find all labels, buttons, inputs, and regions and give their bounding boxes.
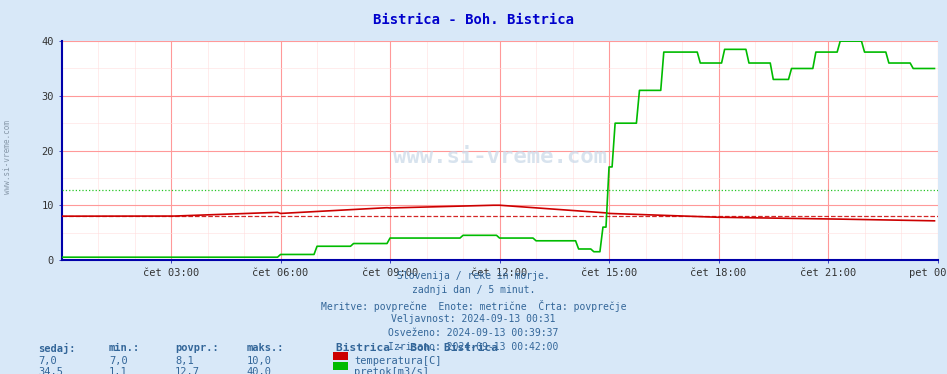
Text: 34,5: 34,5 <box>38 367 63 374</box>
Text: maks.:: maks.: <box>246 343 284 353</box>
Text: 8,1: 8,1 <box>175 356 194 366</box>
Text: Izrisano: 2024-09-13 00:42:00: Izrisano: 2024-09-13 00:42:00 <box>388 342 559 352</box>
Text: temperatura[C]: temperatura[C] <box>354 356 441 366</box>
Text: 12,7: 12,7 <box>175 367 200 374</box>
Text: 7,0: 7,0 <box>109 356 128 366</box>
Text: 10,0: 10,0 <box>246 356 271 366</box>
Text: Slovenija / reke in morje.: Slovenija / reke in morje. <box>397 271 550 281</box>
Text: 7,0: 7,0 <box>38 356 57 366</box>
Text: zadnji dan / 5 minut.: zadnji dan / 5 minut. <box>412 285 535 295</box>
Text: min.:: min.: <box>109 343 140 353</box>
Text: www.si-vreme.com: www.si-vreme.com <box>3 120 12 194</box>
Text: Meritve: povprečne  Enote: metrične  Črta: povprečje: Meritve: povprečne Enote: metrične Črta:… <box>321 300 626 312</box>
Text: povpr.:: povpr.: <box>175 343 219 353</box>
Text: Bistrica - Boh. Bistrica: Bistrica - Boh. Bistrica <box>336 343 498 353</box>
Text: sedaj:: sedaj: <box>38 343 76 354</box>
Text: 40,0: 40,0 <box>246 367 271 374</box>
Text: Osveženo: 2024-09-13 00:39:37: Osveženo: 2024-09-13 00:39:37 <box>388 328 559 338</box>
Text: pretok[m3/s]: pretok[m3/s] <box>354 367 429 374</box>
Text: 1,1: 1,1 <box>109 367 128 374</box>
Text: Veljavnost: 2024-09-13 00:31: Veljavnost: 2024-09-13 00:31 <box>391 314 556 324</box>
Text: Bistrica - Boh. Bistrica: Bistrica - Boh. Bistrica <box>373 13 574 27</box>
Text: www.si-vreme.com: www.si-vreme.com <box>393 147 606 167</box>
